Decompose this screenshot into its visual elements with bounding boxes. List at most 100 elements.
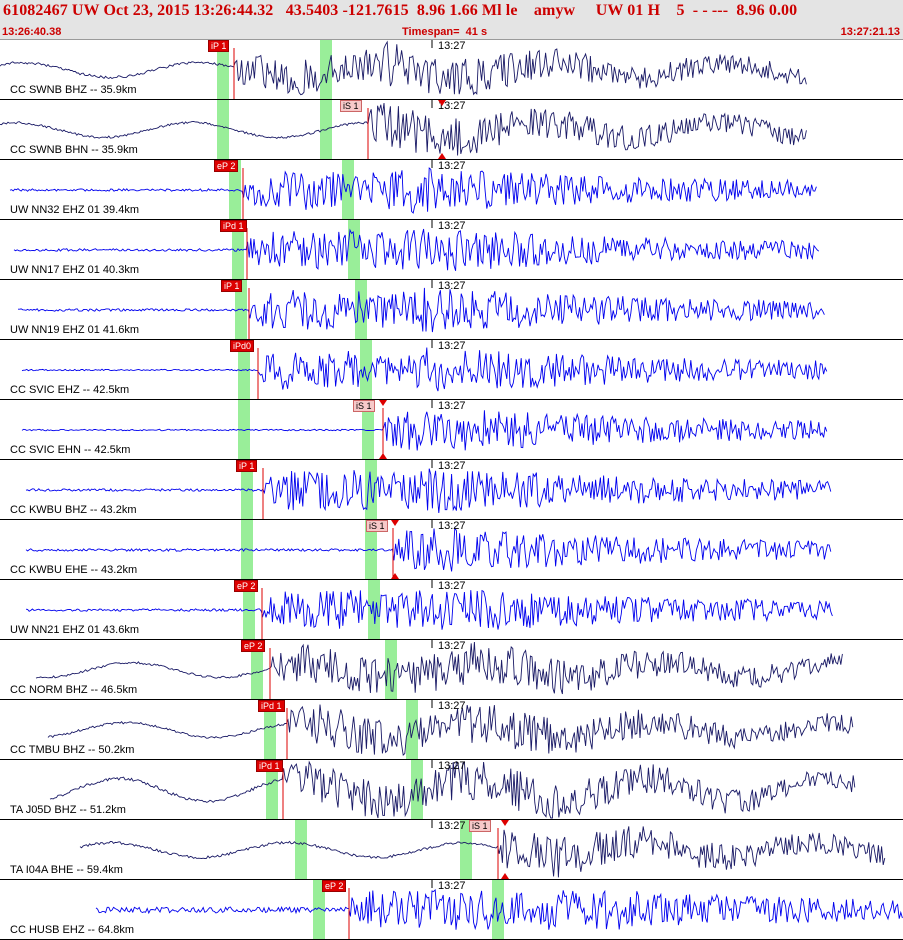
channel-label: TA I04A BHE -- 59.4km [10,864,123,876]
seismogram-trace [21,347,828,392]
pick-label[interactable]: eP 2 [322,880,347,892]
waveform-plot[interactable] [0,460,903,520]
seismogram-trace [0,102,807,156]
red-triangle-icon[interactable] [391,520,399,526]
red-triangle-icon[interactable] [438,100,446,106]
trace-panel[interactable]: eP 2 13:27 UW NN21 EHZ 01 43.6km [0,580,903,640]
trace-panel[interactable]: eP 2 13:27 CC NORM BHZ -- 46.5km [0,640,903,700]
waveform-plot[interactable] [0,760,903,820]
pick-label[interactable]: iPd 1 [258,700,285,712]
seismogram-trace [25,526,832,572]
waveform-plot[interactable] [0,880,903,940]
waveform-plot[interactable] [0,340,903,400]
red-triangle-icon[interactable] [379,400,387,406]
p-arrival-band [238,340,250,399]
pick-label[interactable]: iS 1 [340,100,362,112]
waveform-plot[interactable] [0,580,903,640]
s-arrival-band [342,160,354,219]
p-arrival-band [266,760,278,819]
trace-panel[interactable]: iS 1 13:27 TA I04A BHE -- 59.4km [0,820,903,880]
trace-panel[interactable]: iS 1 13:27 CC SWNB BHN -- 35.9km [0,100,903,160]
time-label: 13:27 [438,40,466,52]
trace-panel[interactable]: iPd 1 13:27 TA J05D BHZ -- 51.2km [0,760,903,820]
pick-label[interactable]: iP 1 [236,460,258,472]
waveform-plot[interactable] [0,640,903,700]
waveform-plot[interactable] [0,220,903,280]
pick-label[interactable]: iP 1 [221,280,243,292]
p-arrival-band [313,880,325,939]
end-time: 13:27:21.13 [840,26,900,38]
trace-panel[interactable]: iPd0 13:27 CC SVIC EHZ -- 42.5km [0,340,903,400]
red-triangle-icon[interactable] [438,153,446,159]
p-arrival-band [217,40,229,99]
pick-label[interactable]: iPd 1 [256,760,283,772]
time-label: 13:27 [438,760,466,772]
channel-label: CC HUSB EHZ -- 64.8km [10,924,135,936]
trace-panel[interactable]: iS 1 13:27 CC KWBU EHE -- 43.2km [0,520,903,580]
pick-label[interactable]: iPd0 [230,340,255,352]
seismogram-trace [95,889,903,931]
trace-panel[interactable]: eP 2 13:27 CC HUSB EHZ -- 64.8km [0,880,903,940]
red-triangle-icon[interactable] [501,820,509,826]
trace-panel[interactable]: iPd 1 13:27 UW NN17 EHZ 01 40.3km [0,220,903,280]
s-arrival-band [460,820,472,879]
p-arrival-band [243,580,255,639]
trace-panel[interactable]: iS 1 13:27 CC SVIC EHN -- 42.5km [0,400,903,460]
s-arrival-band [492,880,504,939]
time-label: 13:27 [438,700,466,712]
time-label: 13:27 [438,640,466,652]
trace-panel[interactable]: iP 1 13:27 CC KWBU BHZ -- 43.2km [0,460,903,520]
pick-label[interactable]: iPd 1 [220,220,247,232]
waveform-plot[interactable] [0,40,903,100]
s-arrival-band [360,340,372,399]
event-summary: 61082467 UW Oct 23, 2015 13:26:44.32 43.… [3,2,798,19]
event-header: 61082467 UW Oct 23, 2015 13:26:44.32 43.… [0,0,903,40]
seismogram-trace [18,287,825,333]
channel-label: UW NN32 EHZ 01 39.4km [10,204,139,216]
time-label: 13:27 [438,280,466,292]
seismogram-trace [35,641,843,695]
red-triangle-icon[interactable] [379,453,387,459]
pick-label[interactable]: eP 2 [214,160,239,172]
channel-label: UW NN17 EHZ 01 40.3km [10,264,139,276]
time-label: 13:27 [438,220,466,232]
pick-label[interactable]: iS 1 [469,820,491,832]
pick-label[interactable]: iS 1 [353,400,375,412]
s-arrival-band [348,220,360,279]
waveform-plot[interactable] [0,100,903,160]
time-label: 13:27 [438,520,466,532]
red-triangle-icon[interactable] [501,873,509,879]
pick-label[interactable]: eP 2 [241,640,266,652]
waveform-plot[interactable] [0,280,903,340]
waveform-plot[interactable] [0,700,903,760]
pick-label[interactable]: iS 1 [366,520,388,532]
pick-label[interactable]: eP 2 [234,580,259,592]
start-time: 13:26:40.38 [2,26,62,38]
trace-panel[interactable]: iP 1 13:27 UW NN19 EHZ 01 41.6km [0,280,903,340]
p-arrival-band [241,460,253,519]
channel-label: UW NN21 EHZ 01 43.6km [10,624,139,636]
channel-label: CC KWBU EHE -- 43.2km [10,564,138,576]
time-label: 13:27 [438,160,466,172]
p-arrival-band [251,640,263,699]
channel-label: CC SWNB BHN -- 35.9km [10,144,138,156]
s-arrival-band [362,400,374,459]
trace-panel[interactable]: iP 1 13:27 CC SWNB BHZ -- 35.9km [0,40,903,100]
time-label: 13:27 [438,400,466,412]
channel-label: CC KWBU BHZ -- 43.2km [10,504,137,516]
seismogram-trace [13,228,820,271]
waveform-plot[interactable] [0,160,903,220]
seismogram-trace [49,760,856,819]
waveform-plot[interactable] [0,520,903,580]
time-label: 13:27 [438,820,466,832]
p-arrival-band [238,400,250,459]
trace-panel[interactable]: iPd 1 13:27 CC TMBU BHZ -- 50.2km [0,700,903,760]
p-arrival-band [264,700,276,759]
red-triangle-icon[interactable] [391,573,399,579]
time-label: 13:27 [438,460,466,472]
waveform-plot[interactable] [0,820,903,880]
trace-panel[interactable]: eP 2 13:27 UW NN32 EHZ 01 39.4km [0,160,903,220]
waveform-plot[interactable] [0,400,903,460]
pick-label[interactable]: iP 1 [208,40,230,52]
channel-label: TA J05D BHZ -- 51.2km [10,804,126,816]
